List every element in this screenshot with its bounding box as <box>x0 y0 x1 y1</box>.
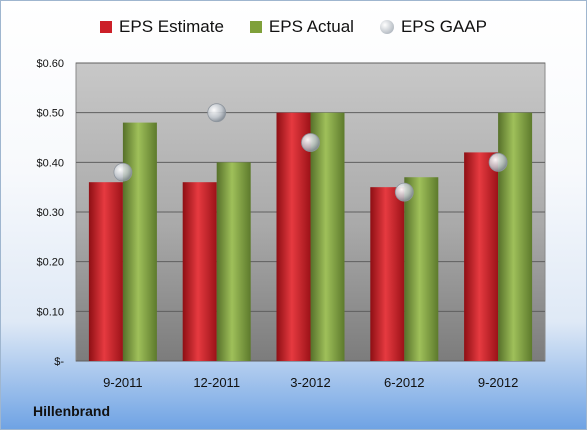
legend-label-estimate: EPS Estimate <box>119 17 224 36</box>
bar-eps-actual <box>122 122 157 361</box>
company-name: Hillenbrand <box>33 403 111 419</box>
point-eps-gaap <box>301 133 320 152</box>
x-tick-label: 9-2011 <box>103 375 143 390</box>
bar-eps-estimate <box>182 182 217 361</box>
bars <box>88 112 533 362</box>
bar-eps-actual <box>310 112 345 362</box>
legend-label-gaap: EPS GAAP <box>400 17 487 36</box>
point-eps-gaap <box>113 162 133 182</box>
y-tick-label: $0.30 <box>36 207 64 219</box>
x-tick-label: 12-2011 <box>193 375 240 390</box>
x-tick-label: 9-2012 <box>478 375 518 390</box>
legend-swatch-gaap <box>379 20 394 34</box>
y-tick-label: $0.60 <box>36 58 64 70</box>
y-axis: $- $0.10 $0.20 $0.30 $0.40 $0.50 $0.60 <box>36 58 64 368</box>
legend-item-gaap: EPS GAAP <box>379 17 487 37</box>
legend: EPS Estimate EPS Actual EPS GAAP <box>1 17 586 37</box>
gaap-points <box>113 103 508 202</box>
y-tick-label: $0.10 <box>36 306 64 318</box>
legend-swatch-actual <box>249 21 262 33</box>
x-tick-label: 3-2012 <box>290 375 330 390</box>
legend-item-actual: EPS Actual <box>249 17 354 37</box>
bar-eps-actual <box>404 177 439 361</box>
bar-eps-estimate <box>370 187 405 361</box>
y-tick-label: $0.20 <box>36 257 64 269</box>
bar-eps-estimate <box>88 182 123 361</box>
point-eps-gaap <box>394 182 414 202</box>
point-eps-gaap <box>488 152 508 172</box>
x-tick-label: 6-2012 <box>384 375 424 390</box>
y-tick-label: $0.40 <box>36 157 64 169</box>
legend-item-estimate: EPS Estimate <box>100 17 224 37</box>
bar-eps-actual <box>498 112 533 362</box>
legend-swatch-estimate <box>100 21 113 33</box>
legend-label-actual: EPS Actual <box>268 17 354 36</box>
x-axis: 9-2011 12-2011 3-2012 6-2012 9-2012 <box>103 375 518 390</box>
y-tick-label: $- <box>54 356 64 368</box>
point-eps-gaap <box>207 103 227 123</box>
bar-eps-actual <box>216 162 251 361</box>
bar-eps-estimate <box>276 112 311 362</box>
bar-eps-estimate <box>464 152 499 361</box>
y-tick-label: $0.50 <box>36 108 64 120</box>
